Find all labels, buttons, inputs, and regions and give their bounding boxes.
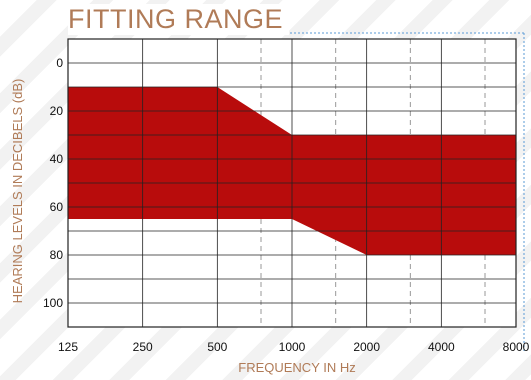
y-axis-title: HEARING LEVELS IN DECIBELS (dB) xyxy=(10,79,25,304)
frame-accent-border xyxy=(286,32,525,352)
y-tick-label: 0 xyxy=(56,56,63,70)
y-tick-label: 20 xyxy=(50,104,64,118)
chart-title: FITTING RANGE xyxy=(68,4,289,35)
y-tick-labels: 0 20 40 60 80 100 xyxy=(43,56,63,310)
x-tick-label: 8000 xyxy=(503,340,530,354)
y-tick-label: 40 xyxy=(50,152,64,166)
x-tick-labels: 125 250 500 1000 2000 4000 8000 xyxy=(58,340,530,354)
x-tick-label: 1000 xyxy=(279,340,306,354)
x-tick-label: 4000 xyxy=(428,340,455,354)
x-tick-label: 2000 xyxy=(353,340,380,354)
x-tick-label: 125 xyxy=(58,340,78,354)
y-tick-label: 100 xyxy=(43,296,63,310)
x-axis-title: FREQUENCY IN Hz xyxy=(238,360,356,375)
plot-border xyxy=(67,38,517,328)
x-tick-label: 500 xyxy=(207,340,227,354)
x-tick-label: 250 xyxy=(133,340,153,354)
y-tick-label: 80 xyxy=(50,248,64,262)
y-tick-label: 60 xyxy=(50,200,64,214)
